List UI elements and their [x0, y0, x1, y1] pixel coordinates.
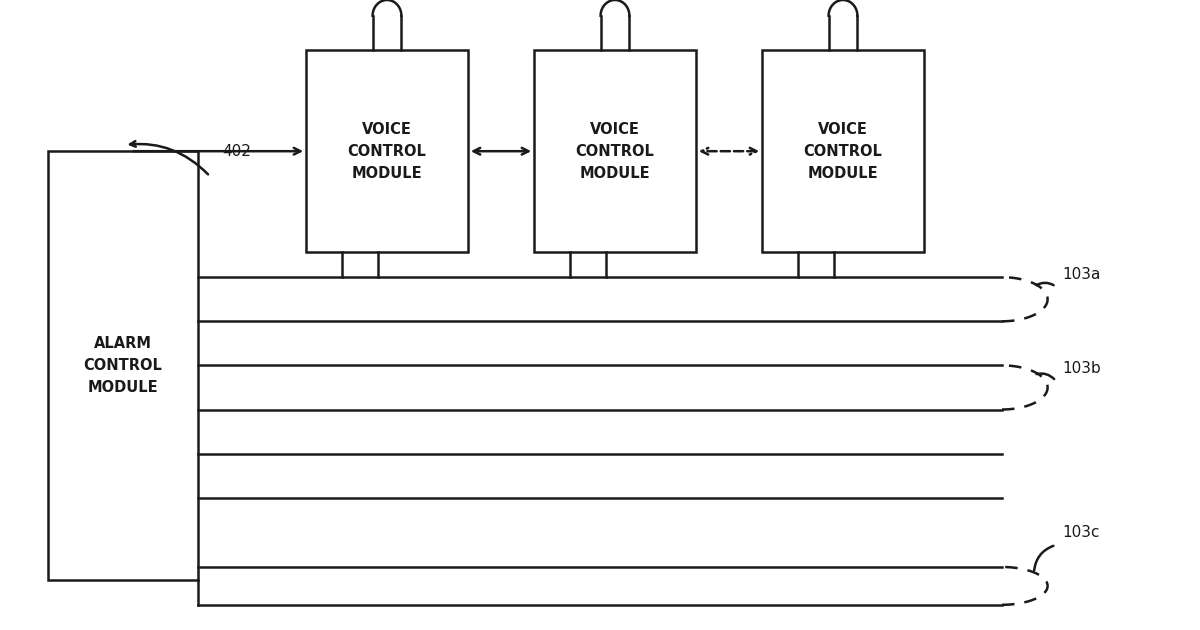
Text: 103c: 103c [1062, 525, 1099, 540]
Text: VOICE
CONTROL
MODULE: VOICE CONTROL MODULE [348, 122, 426, 181]
Bar [48, 151, 198, 580]
Text: 103a: 103a [1062, 266, 1100, 282]
Bar [306, 50, 468, 252]
Text: 103b: 103b [1062, 361, 1100, 376]
Text: VOICE
CONTROL
MODULE: VOICE CONTROL MODULE [804, 122, 882, 181]
Bar [762, 50, 924, 252]
Text: ALARM
CONTROL
MODULE: ALARM CONTROL MODULE [84, 336, 162, 395]
Bar [534, 50, 696, 252]
Text: VOICE
CONTROL
MODULE: VOICE CONTROL MODULE [576, 122, 654, 181]
Text: 402: 402 [222, 144, 251, 159]
